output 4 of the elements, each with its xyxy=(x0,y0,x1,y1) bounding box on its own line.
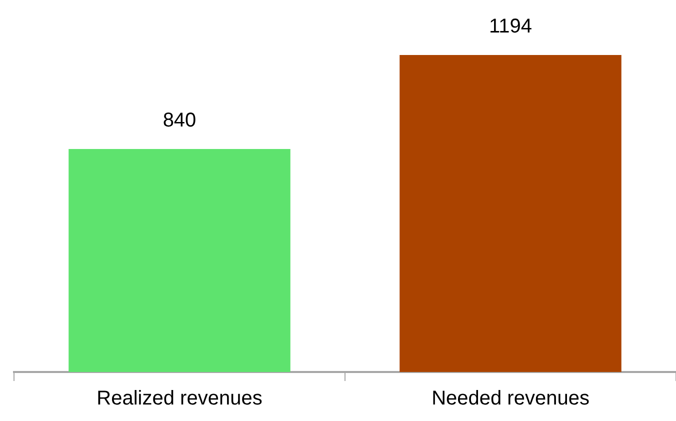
x-tick-label: Needed revenues xyxy=(432,388,590,410)
data-label: 840 xyxy=(162,110,196,132)
data-label: 1194 xyxy=(488,16,532,38)
x-tick-label: Realized revenues xyxy=(96,388,262,410)
